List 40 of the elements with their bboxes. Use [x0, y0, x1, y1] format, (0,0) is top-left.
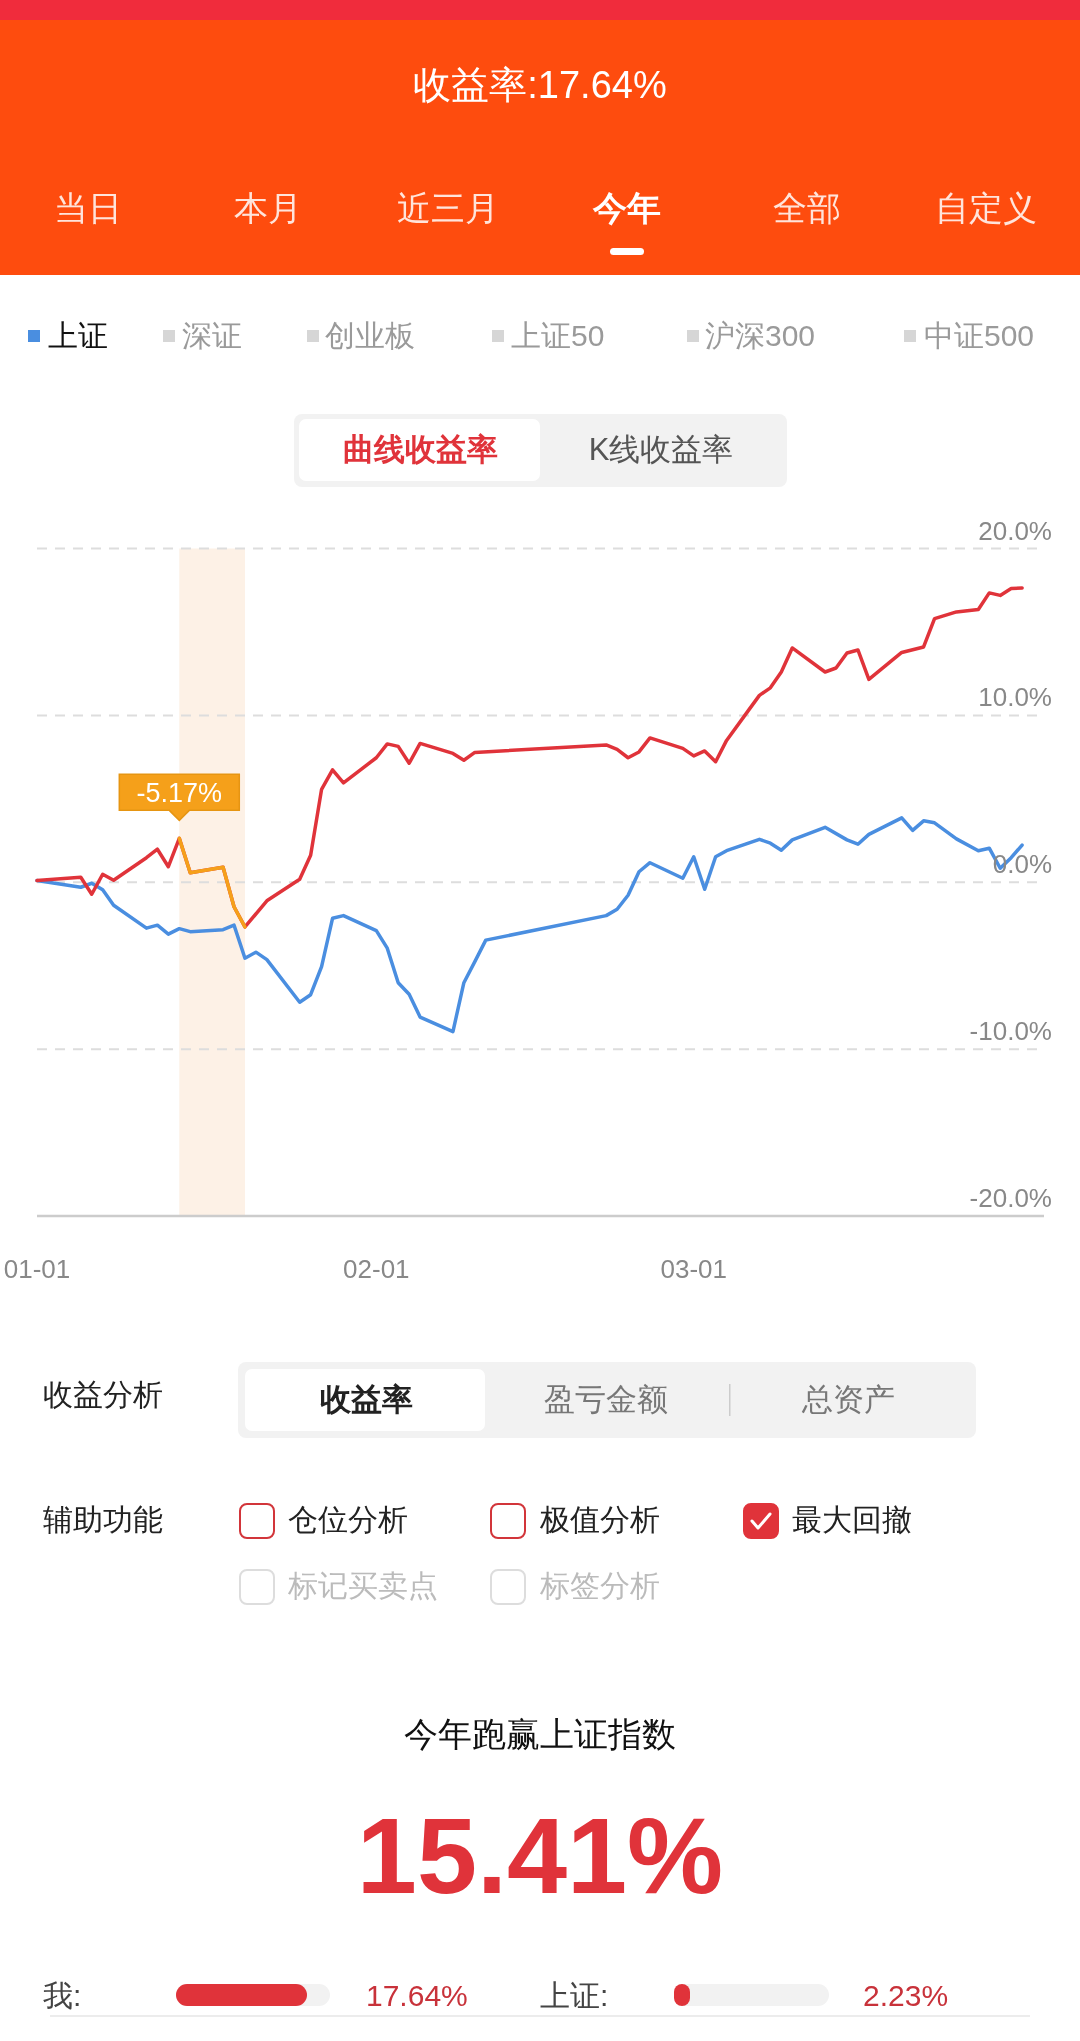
- text: 曲线收益率: [342, 432, 498, 467]
- x-tick-label: 03-01: [660, 1254, 727, 1284]
- text: 上证50: [511, 319, 605, 352]
- text: 标记买卖点: [287, 1569, 438, 1602]
- text: 创业板: [325, 319, 415, 352]
- text: 最大回撤: [792, 1503, 912, 1536]
- text: 收益分析: [43, 1378, 163, 1411]
- text: 沪深300: [705, 319, 816, 352]
- y-tick-label: 20.0%: [978, 515, 1052, 546]
- text: 近三月: [397, 189, 499, 227]
- text: 17.64%: [366, 1979, 468, 2012]
- text: K线收益率: [588, 432, 734, 467]
- text: 仓位分析: [288, 1503, 408, 1536]
- text: 盈亏金额: [544, 1382, 668, 1417]
- chart-title: 收益率:17.64%: [413, 64, 667, 106]
- text: 中证500: [924, 319, 1035, 352]
- y-tick-label: -10.0%: [969, 1016, 1052, 1047]
- x-tick-label: 01-01: [3, 1254, 71, 1284]
- text: 2.23%: [863, 1979, 949, 2012]
- text: 本月: [234, 189, 302, 227]
- text: 我:: [43, 1979, 82, 2012]
- text: 全部: [773, 189, 841, 227]
- y-tick-label: 0.0%: [992, 849, 1052, 880]
- text: 收益率: [319, 1382, 413, 1417]
- annotation: -5.17%: [136, 778, 223, 809]
- text: 标签分析: [539, 1569, 660, 1602]
- text: 今年: [592, 189, 661, 227]
- text: 15.41%: [356, 1795, 724, 1916]
- text: 上证:: [540, 1979, 609, 2012]
- text: 当日: [54, 189, 122, 227]
- text: 辅助功能: [43, 1503, 163, 1536]
- x-tick-label: 02-01: [343, 1254, 410, 1284]
- text: 深证: [182, 319, 242, 352]
- text: 自定义: [935, 189, 1037, 227]
- text: 总资产: [800, 1382, 895, 1417]
- y-tick-label: -20.0%: [969, 1183, 1052, 1213]
- text: 今年跑赢上证指数: [404, 1715, 676, 1753]
- text: 极值分析: [539, 1503, 660, 1536]
- legend-label: 上证: [48, 319, 108, 352]
- y-tick-label: 10.0%: [978, 682, 1052, 713]
